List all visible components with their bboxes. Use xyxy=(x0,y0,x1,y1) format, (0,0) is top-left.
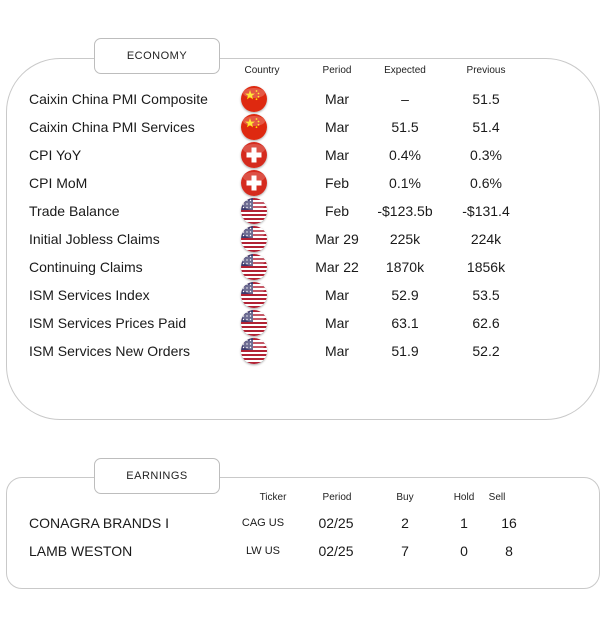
indicator-name: ISM Services Prices Paid xyxy=(29,315,187,331)
indicator-expected: 51.9 xyxy=(391,343,419,359)
switzerland-flag-icon xyxy=(241,142,267,168)
earnings-period: 02/25 xyxy=(318,543,354,559)
analyst-hold: 0 xyxy=(460,543,468,559)
header-earnings-period: Period xyxy=(322,492,352,503)
indicator-name: Caixin China PMI Services xyxy=(29,119,195,135)
indicator-period: Feb xyxy=(324,203,350,219)
indicator-expected: 52.9 xyxy=(391,287,419,303)
company-name: LAMB WESTON xyxy=(29,543,133,559)
indicator-period: Mar xyxy=(324,315,350,331)
indicator-previous: 0.3% xyxy=(470,147,502,163)
indicator-period: Mar 29 xyxy=(315,231,359,247)
indicator-previous: -$131.4 xyxy=(462,203,510,219)
indicator-expected: – xyxy=(401,91,409,107)
indicator-name: Trade Balance xyxy=(29,203,120,219)
company-name: CONAGRA BRANDS I xyxy=(29,515,170,531)
analyst-buy: 7 xyxy=(401,543,409,559)
indicator-previous: 51.4 xyxy=(472,119,500,135)
indicator-previous: 62.6 xyxy=(472,315,500,331)
indicator-period: Mar 22 xyxy=(315,259,359,275)
earnings-title: EARNINGS xyxy=(94,458,220,494)
indicator-previous: 1856k xyxy=(466,259,506,275)
indicator-name: ISM Services Index xyxy=(29,287,150,303)
indicator-expected: 0.1% xyxy=(389,175,421,191)
company-ticker: CAG US xyxy=(241,517,285,529)
usa-flag-icon xyxy=(241,254,267,280)
usa-flag-icon xyxy=(241,198,267,224)
indicator-expected: 0.4% xyxy=(389,147,421,163)
usa-flag-icon xyxy=(241,226,267,252)
china-flag-icon xyxy=(241,86,267,112)
economy-panel xyxy=(6,58,600,420)
indicator-previous: 53.5 xyxy=(472,287,500,303)
indicator-name: Initial Jobless Claims xyxy=(29,231,160,247)
indicator-previous: 0.6% xyxy=(470,175,502,191)
indicator-expected: 51.5 xyxy=(391,119,419,135)
indicator-period: Mar xyxy=(324,147,350,163)
economy-title: ECONOMY xyxy=(94,38,220,74)
header-country: Country xyxy=(244,65,280,76)
indicator-previous: 51.5 xyxy=(472,91,500,107)
indicator-name: ISM Services New Orders xyxy=(29,343,191,359)
indicator-name: Continuing Claims xyxy=(29,259,143,275)
china-flag-icon xyxy=(241,114,267,140)
header-ticker: Ticker xyxy=(259,492,287,503)
indicator-period: Mar xyxy=(324,91,350,107)
indicator-expected: 63.1 xyxy=(391,315,419,331)
indicator-name: CPI YoY xyxy=(29,147,82,163)
usa-flag-icon xyxy=(241,338,267,364)
indicator-period: Mar xyxy=(324,287,350,303)
indicator-expected: 1870k xyxy=(385,259,425,275)
header-sell: Sell xyxy=(488,492,506,503)
indicator-expected: 225k xyxy=(389,231,421,247)
header-expected: Expected xyxy=(384,65,426,76)
indicator-expected: -$123.5b xyxy=(377,203,433,219)
company-ticker: LW US xyxy=(245,545,281,557)
switzerland-flag-icon xyxy=(241,170,267,196)
indicator-previous: 224k xyxy=(470,231,502,247)
indicator-name: Caixin China PMI Composite xyxy=(29,91,208,107)
indicator-period: Mar xyxy=(324,119,350,135)
indicator-period: Mar xyxy=(324,343,350,359)
analyst-hold: 1 xyxy=(460,515,468,531)
earnings-period: 02/25 xyxy=(318,515,354,531)
header-buy: Buy xyxy=(396,492,414,503)
analyst-sell: 8 xyxy=(505,543,513,559)
indicator-previous: 52.2 xyxy=(472,343,500,359)
header-previous: Previous xyxy=(466,65,506,76)
indicator-name: CPI MoM xyxy=(29,175,88,191)
header-hold: Hold xyxy=(453,492,475,503)
usa-flag-icon xyxy=(241,310,267,336)
indicator-period: Feb xyxy=(324,175,350,191)
analyst-buy: 2 xyxy=(401,515,409,531)
usa-flag-icon xyxy=(241,282,267,308)
earnings-panel xyxy=(6,477,600,589)
analyst-sell: 16 xyxy=(501,515,517,531)
header-period: Period xyxy=(322,65,352,76)
